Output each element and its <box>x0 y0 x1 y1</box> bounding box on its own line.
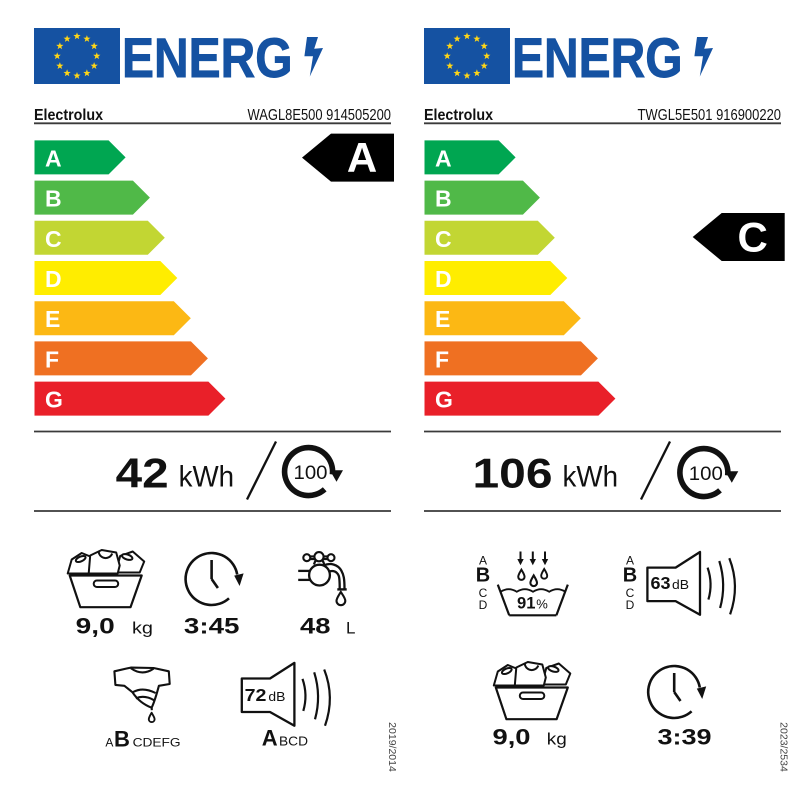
svg-text:A: A <box>347 134 377 181</box>
svg-text:B: B <box>114 727 130 752</box>
svg-text:kWh: kWh <box>179 461 235 494</box>
svg-text:BCD: BCD <box>279 735 308 749</box>
svg-text:72: 72 <box>245 685 267 705</box>
svg-text:A: A <box>262 726 278 751</box>
svg-text:E: E <box>435 306 450 332</box>
svg-text:B: B <box>45 186 62 212</box>
svg-text:B: B <box>623 565 637 587</box>
svg-text:F: F <box>45 346 59 372</box>
svg-text:CDEFG: CDEFG <box>133 736 181 750</box>
svg-text:63: 63 <box>651 573 671 593</box>
svg-text:106: 106 <box>473 449 553 496</box>
svg-text:D: D <box>626 598 635 612</box>
svg-text:dB: dB <box>268 690 285 704</box>
svg-text:3:39: 3:39 <box>658 724 712 749</box>
svg-text:Electrolux: Electrolux <box>424 107 493 124</box>
svg-text:F: F <box>435 346 449 372</box>
svg-text:TWGL5E501 916900220: TWGL5E501 916900220 <box>638 107 782 124</box>
svg-text:9,0: 9,0 <box>76 614 115 639</box>
svg-text:kg: kg <box>547 729 567 748</box>
svg-text:kWh: kWh <box>563 461 619 494</box>
svg-text:B: B <box>476 565 490 587</box>
svg-text:2023/2534: 2023/2534 <box>777 722 789 772</box>
svg-text:kg: kg <box>132 619 153 638</box>
svg-text:D: D <box>45 266 62 292</box>
svg-text:WAGL8E500 914505200: WAGL8E500 914505200 <box>248 107 392 124</box>
svg-text:ENERG: ENERG <box>512 26 683 89</box>
svg-text:Electrolux: Electrolux <box>34 107 103 124</box>
svg-text:D: D <box>479 598 488 612</box>
svg-text:D: D <box>435 266 452 292</box>
svg-text:G: G <box>45 387 63 413</box>
svg-text:3:45: 3:45 <box>184 614 240 639</box>
svg-text:100: 100 <box>294 462 328 484</box>
svg-text:A: A <box>45 145 62 171</box>
svg-text:ENERG: ENERG <box>122 26 293 89</box>
svg-text:dB: dB <box>672 578 689 592</box>
svg-text:L: L <box>346 619 355 638</box>
svg-text:48: 48 <box>300 614 331 639</box>
svg-text:B: B <box>435 186 452 212</box>
svg-text:C: C <box>738 214 768 261</box>
svg-text:C: C <box>435 226 452 252</box>
svg-text:A: A <box>105 736 113 750</box>
svg-text:9,0: 9,0 <box>493 724 531 749</box>
svg-text:42: 42 <box>116 449 169 496</box>
svg-text:A: A <box>435 145 452 171</box>
svg-text:100: 100 <box>689 463 723 485</box>
svg-text:2019/2014: 2019/2014 <box>386 722 398 772</box>
svg-text:G: G <box>435 387 453 413</box>
svg-text:%: % <box>536 596 548 611</box>
svg-text:E: E <box>45 306 60 332</box>
svg-text:C: C <box>45 226 62 252</box>
svg-text:91: 91 <box>517 593 535 612</box>
